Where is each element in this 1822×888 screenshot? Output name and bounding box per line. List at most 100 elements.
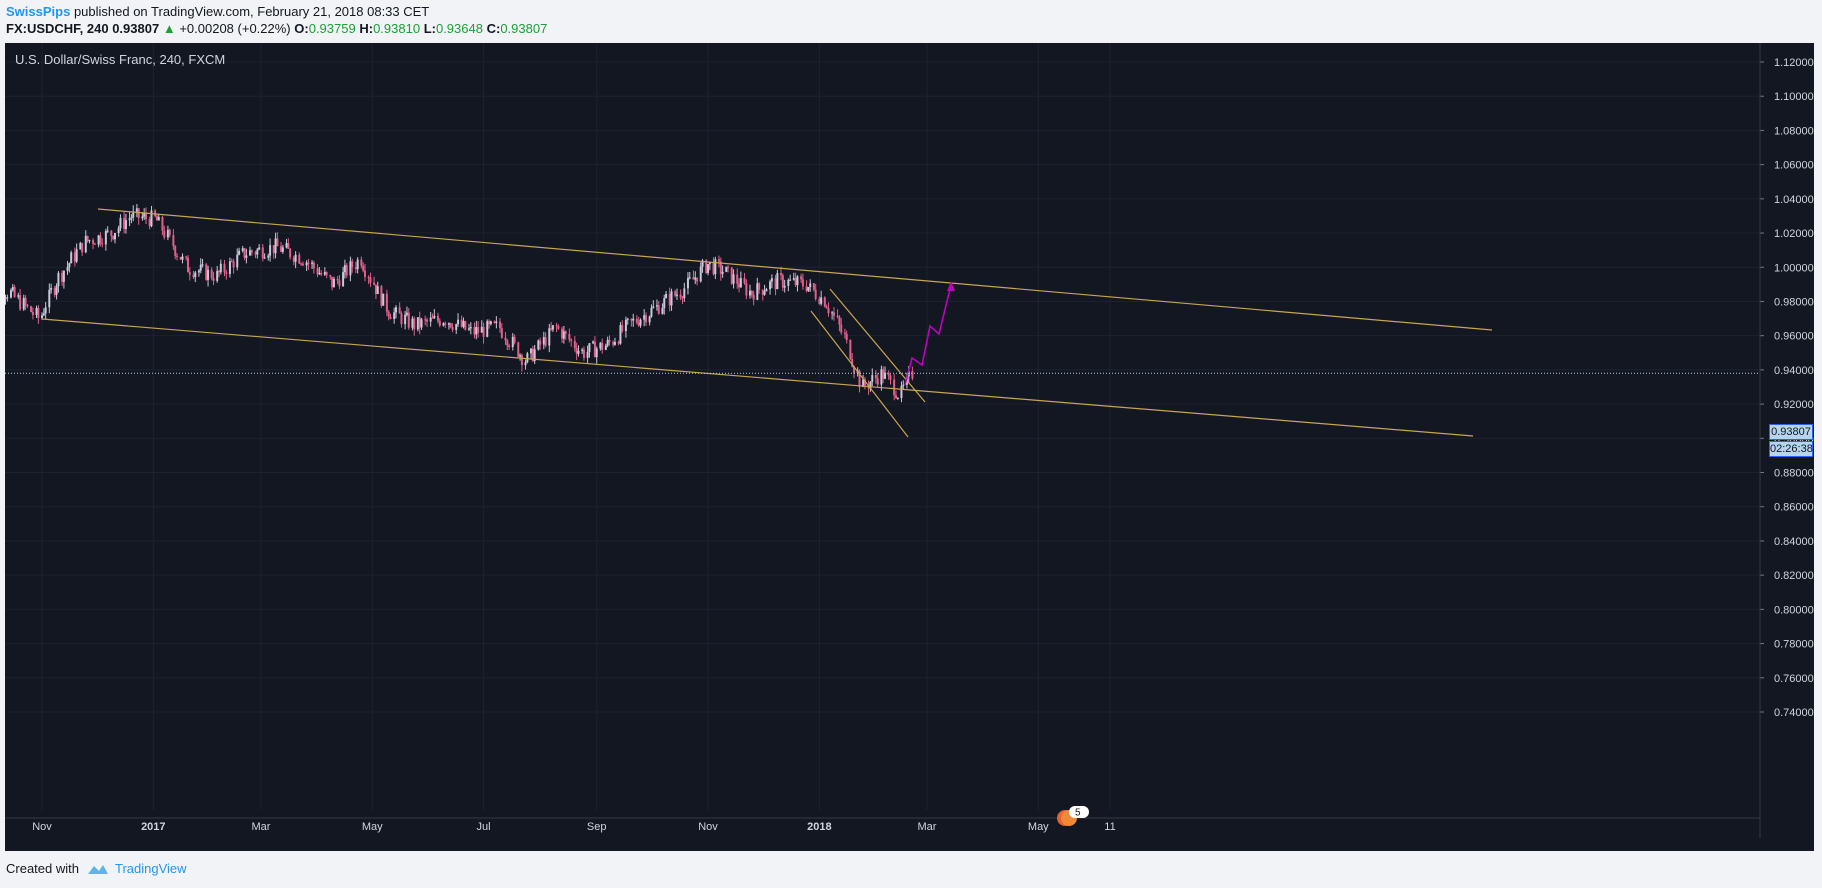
candle-body (758, 283, 761, 290)
candle-body (349, 261, 352, 276)
candle-body (236, 254, 239, 268)
candle-body (805, 286, 808, 291)
candle-body (128, 218, 131, 221)
candle-body (520, 355, 523, 366)
candle-body (228, 261, 231, 274)
candle-body (104, 231, 107, 245)
candle-body (499, 321, 502, 329)
candle-body (332, 278, 335, 288)
candle-body (783, 285, 786, 288)
candle-body (449, 323, 452, 328)
symbol-interval[interactable]: FX:USDCHF, 240 (6, 21, 109, 36)
author-link[interactable]: SwissPips (6, 4, 71, 19)
candle-body (832, 312, 835, 316)
candle-body (93, 243, 96, 245)
candle-body (342, 272, 345, 287)
candle-body (124, 220, 127, 229)
candle-body (101, 243, 104, 245)
candle-body (168, 229, 171, 236)
candle-body (398, 307, 401, 314)
candle-body (188, 272, 191, 275)
candle-body (442, 323, 445, 326)
projection-path[interactable] (904, 284, 952, 386)
candle-body (57, 272, 60, 287)
x-tick-label: Jul (477, 821, 491, 833)
candle-body (845, 333, 848, 340)
candle-body (22, 297, 25, 310)
candle-body (650, 307, 653, 317)
candle-body (581, 349, 584, 351)
candle-body (338, 280, 341, 287)
candle-body (292, 257, 295, 262)
high-label: H: (359, 21, 374, 36)
candle-body (250, 250, 253, 253)
candle-body (575, 348, 578, 354)
wedge-upper-trendline[interactable] (829, 288, 926, 403)
wedge-lower-trendline[interactable] (810, 310, 909, 438)
candle-body (438, 320, 441, 326)
candle-body (318, 272, 321, 275)
candle-body (796, 276, 799, 286)
chart-pane[interactable]: 1.12000 1.10000 1.08000 1.06000 1.04000 1.020… (5, 43, 1814, 851)
candle-body (894, 395, 897, 399)
candle-body (752, 294, 755, 300)
candle-body (736, 274, 739, 284)
candle-body (537, 340, 540, 350)
tradingview-logo-icon (87, 865, 108, 874)
candle-body (696, 277, 699, 282)
candle-body (769, 281, 772, 290)
candle-body (61, 272, 64, 282)
candle-body (800, 276, 803, 280)
tradingview-link[interactable]: TradingView (114, 861, 187, 876)
y-tick-label: 0.96000 (1774, 331, 1814, 343)
candle-body (792, 278, 795, 280)
y-tick-label: 0.98000 (1774, 296, 1814, 308)
candle-body (150, 210, 153, 227)
candle-body (285, 243, 288, 248)
candle-body (331, 276, 334, 288)
candle-body (681, 297, 684, 299)
candle-body (99, 235, 102, 244)
candle-body (874, 375, 877, 379)
candle-body (55, 286, 58, 295)
candle-body (276, 238, 279, 247)
candle-body (530, 348, 533, 354)
candle-body (30, 306, 33, 313)
last-price: 0.93807 (112, 21, 160, 36)
candle-body (500, 328, 503, 338)
candle-body (727, 266, 730, 268)
candle-body (721, 271, 724, 274)
candle-body (882, 369, 885, 379)
x-tick-label: Mar (918, 821, 937, 833)
candle-body (725, 266, 728, 272)
x-tick-label: May (1028, 821, 1049, 833)
candle-body (185, 256, 188, 258)
candle-body (163, 230, 166, 238)
channel-upper-trendline[interactable] (97, 208, 1493, 331)
y-tick-label: 1.06000 (1774, 160, 1814, 172)
candle-body (475, 327, 478, 335)
candle-body (53, 288, 56, 295)
candle-body (513, 336, 516, 343)
channel-lower-trendline[interactable] (41, 318, 1474, 437)
candle-body (557, 326, 560, 329)
drawings[interactable] (5, 208, 1760, 438)
close-label: C: (486, 21, 501, 36)
candle-body (360, 259, 363, 266)
candle-body (218, 270, 220, 273)
candle-body (827, 308, 830, 314)
candle-body (363, 270, 366, 277)
candle-body (526, 353, 529, 363)
candle-body (765, 289, 768, 292)
candle-body (838, 316, 841, 325)
candle-body (774, 278, 777, 290)
candle-body (570, 339, 573, 341)
published-text: published on TradingView.com, February 2… (73, 4, 430, 19)
candle-body (311, 262, 314, 264)
economic-events-badge[interactable]: 5 (1055, 804, 1091, 828)
candle-body (601, 342, 604, 350)
candle-body (708, 261, 711, 265)
candle-body (807, 287, 810, 291)
price-chart[interactable]: 1.12000 1.10000 1.08000 1.06000 1.04000 1.020… (5, 43, 1814, 851)
low-value: 0.93648 (435, 21, 483, 36)
